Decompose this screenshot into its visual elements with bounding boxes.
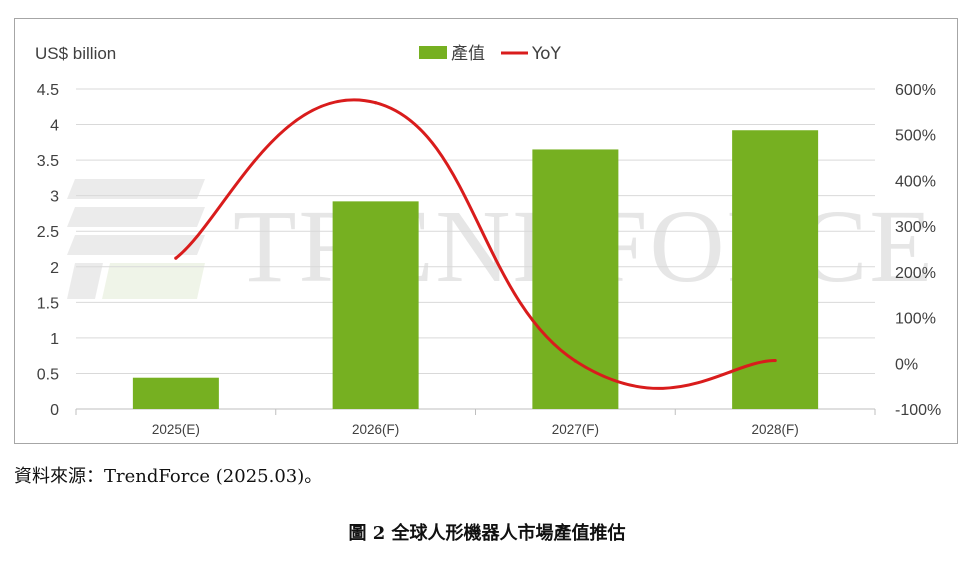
y-axis-left: 0 0.5 1 1.5 2 2.5 3 3.5 4 4.5 <box>37 82 59 419</box>
yoy-point-2028(F) <box>773 358 777 363</box>
trendforce-logo <box>67 179 205 299</box>
legend-swatch-bar <box>419 46 447 59</box>
x-tick-label: 2026(F) <box>352 422 399 437</box>
yoy-point-2027(F) <box>573 359 577 363</box>
legend-label-bar: 產值 <box>451 44 485 64</box>
yoy-line-layer <box>174 98 777 390</box>
y2-tick-label: 200% <box>895 265 936 282</box>
y-axis-unit-label: US$ billion <box>35 44 116 63</box>
source-note: 資料來源：TrendForce (2025.03)。 <box>14 466 323 487</box>
y-tick-label: 2 <box>50 260 59 277</box>
y2-tick-label: 600% <box>895 82 936 99</box>
y-tick-label: 1.5 <box>37 295 59 312</box>
y2-tick-label: -100% <box>895 402 941 419</box>
bar-2025(E) <box>132 377 219 409</box>
chart: TRENDFORCE 00.511.522.533.544.5 -100%0%1… <box>35 44 941 437</box>
x-tick-label: 2027(F) <box>552 422 599 437</box>
y-axis-right: -100% 0% 100% 200% 300% 400% 500% 600% <box>895 82 941 419</box>
yoy-point-2026(F) <box>374 101 378 105</box>
chart-frame: TRENDFORCE 00.511.522.533.544.5 -100%0%1… <box>14 18 958 444</box>
x-tick-label: 2028(F) <box>751 422 798 437</box>
legend: 產值 YoY <box>419 44 562 64</box>
figure-caption: 圖 2 全球人形機器人市場產值推估 <box>348 523 626 544</box>
bar-2028(F) <box>732 130 819 409</box>
x-tick-label: 2025(E) <box>152 422 200 437</box>
legend-label-line: YoY <box>531 44 562 64</box>
bar-2027(F) <box>532 149 619 409</box>
yoy-point-2025(E) <box>174 256 178 260</box>
bars <box>132 130 819 409</box>
y-tick-label: 2.5 <box>37 224 59 241</box>
yoy-line <box>174 98 777 390</box>
y-tick-label: 0.5 <box>37 366 59 383</box>
y2-tick-label: 100% <box>895 311 936 328</box>
y2-tick-label: 300% <box>895 219 936 236</box>
y-tick-label: 1 <box>50 331 59 348</box>
y-tick-label: 3 <box>50 189 59 206</box>
bar-2026(F) <box>332 201 419 409</box>
x-axis: 2025(E) 2026(F) 2027(F) 2028(F) <box>75 409 876 437</box>
y-tick-label: 3.5 <box>37 153 59 170</box>
y2-tick-label: 0% <box>895 356 918 373</box>
y-tick-label: 4 <box>50 118 59 135</box>
y2-tick-label: 400% <box>895 173 936 190</box>
y-tick-label: 0 <box>50 402 59 419</box>
y-tick-label: 4.5 <box>37 82 59 99</box>
y2-tick-label: 500% <box>895 128 936 145</box>
